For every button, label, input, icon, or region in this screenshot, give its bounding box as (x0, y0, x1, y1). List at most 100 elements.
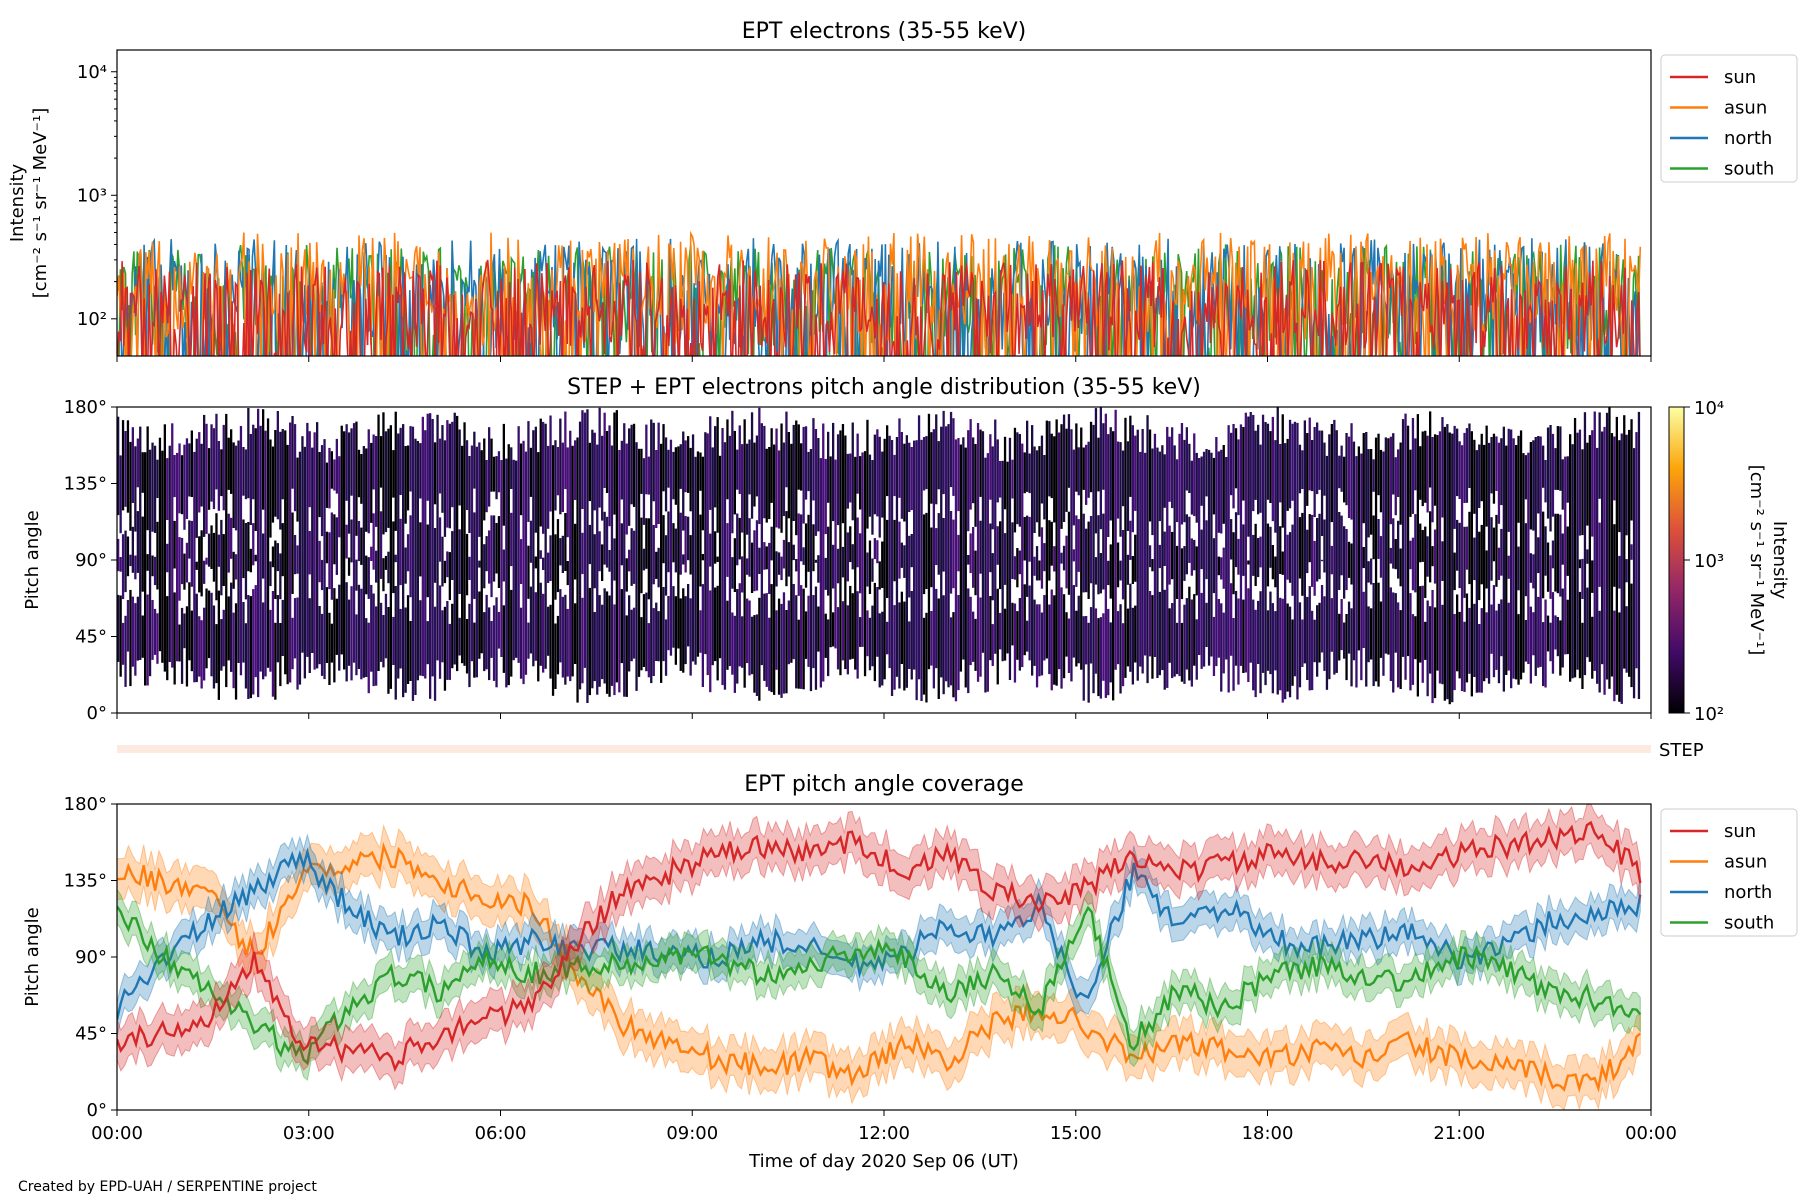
panel2-x-ticks (116, 713, 1652, 719)
heatmap-cell (1350, 608, 1353, 687)
heatmap-cell (269, 439, 272, 538)
heatmap-cell (1429, 411, 1432, 488)
heatmap-cell (212, 605, 216, 689)
heatmap-cell (1620, 433, 1623, 704)
heatmap-cell (908, 442, 911, 512)
heatmap-cell (910, 534, 913, 568)
heatmap-cell (1463, 526, 1466, 598)
heatmap-cell (446, 420, 449, 528)
heatmap-cell (1043, 543, 1046, 572)
heatmap-cell (1303, 420, 1306, 664)
heatmap-cell (795, 595, 798, 689)
heatmap-cell (556, 519, 560, 593)
ytick-label: 10² (77, 309, 107, 330)
heatmap-cell (1399, 610, 1402, 689)
heatmap-cell (1099, 617, 1102, 699)
heatmap-cell (426, 621, 429, 665)
heatmap-cell (532, 430, 535, 667)
heatmap-cell (1163, 589, 1166, 690)
heatmap-cell (210, 525, 213, 569)
heatmap-cell (1392, 433, 1395, 495)
heatmap-cell (1429, 511, 1432, 583)
heatmap-cell (448, 552, 451, 601)
heatmap-cell (488, 530, 491, 584)
heatmap-cell (908, 535, 911, 598)
heatmap-cell (301, 436, 304, 653)
heatmap-cell (664, 535, 668, 596)
heatmap-cell (308, 598, 311, 673)
heatmap-cell (357, 449, 361, 498)
heatmap-cell (244, 523, 248, 600)
heatmap-cell (392, 521, 395, 594)
heatmap-cell (1355, 456, 1358, 688)
heatmap-cell (989, 434, 992, 500)
heatmap-cell (886, 519, 889, 598)
heatmap-cell (1040, 527, 1044, 589)
heatmap-cell (547, 445, 550, 529)
heatmap-cell (335, 517, 338, 575)
heatmap-cell (1013, 603, 1017, 683)
heatmap-cell (1129, 415, 1132, 497)
heatmap-cell (146, 554, 149, 571)
heatmap-cell (689, 535, 692, 575)
heatmap-cell (1436, 435, 1439, 671)
heatmap-cell (492, 515, 496, 582)
heatmap-cell (271, 546, 275, 568)
heatmap-cell (1480, 524, 1483, 585)
heatmap-cell (1308, 417, 1311, 491)
heatmap-cell (1053, 595, 1056, 685)
heatmap-cell (797, 513, 800, 596)
heatmap-cell (657, 611, 660, 662)
heatmap-cell (1175, 545, 1179, 599)
heatmap-cell (1102, 513, 1105, 590)
heatmap-cell (146, 426, 149, 531)
heatmap-cell (623, 423, 626, 697)
heatmap-cell (554, 623, 557, 689)
heatmap-cell (714, 531, 717, 564)
panel1-series-group (117, 230, 1642, 356)
heatmap-cell (1288, 419, 1292, 509)
heatmap-cell (1316, 518, 1319, 582)
heatmap-cell (986, 453, 989, 692)
heatmap-cell (1372, 583, 1375, 687)
heatmap-cell (974, 618, 977, 671)
heatmap-cell (1151, 559, 1154, 572)
heatmap-cell (1058, 432, 1061, 670)
heatmap-cell (1033, 599, 1036, 666)
heatmap-cell (117, 594, 120, 662)
heatmap-cell (1116, 611, 1120, 665)
heatmap-cell (448, 423, 451, 529)
heatmap-cell (972, 611, 975, 662)
heatmap-cell (458, 429, 461, 506)
heatmap-cell (153, 608, 157, 655)
heatmap-cell (338, 456, 341, 538)
heatmap-cell (1018, 550, 1021, 575)
heatmap-cell (817, 438, 820, 532)
heatmap-cell (234, 554, 238, 580)
heatmap-cell (1247, 416, 1250, 537)
heatmap-cell (244, 623, 248, 689)
heatmap-cell (1343, 622, 1346, 659)
heatmap-cell (1411, 537, 1415, 591)
heatmap-cell (785, 511, 788, 587)
heatmap-cell (984, 457, 987, 693)
heatmap-cell (1632, 448, 1636, 699)
heatmap-cell (465, 619, 469, 674)
heatmap-cell (1370, 449, 1373, 535)
heatmap-cell (556, 447, 560, 496)
heatmap-cell (495, 456, 498, 500)
heatmap-cell (512, 459, 515, 661)
heatmap-cell (1561, 533, 1564, 565)
heatmap-cell (1126, 554, 1130, 585)
heatmap-cell (832, 544, 835, 589)
heatmap-cell (117, 416, 120, 516)
heatmap-cell (1485, 612, 1488, 679)
heatmap-cell (1266, 610, 1270, 671)
heatmap-cell (679, 598, 682, 671)
heatmap-cell (1591, 616, 1594, 679)
heatmap-cell (1234, 428, 1238, 489)
heatmap-cell (878, 561, 881, 590)
heatmap-cell (1180, 548, 1184, 600)
heatmap-cell (667, 511, 670, 573)
heatmap-cell (608, 425, 611, 527)
